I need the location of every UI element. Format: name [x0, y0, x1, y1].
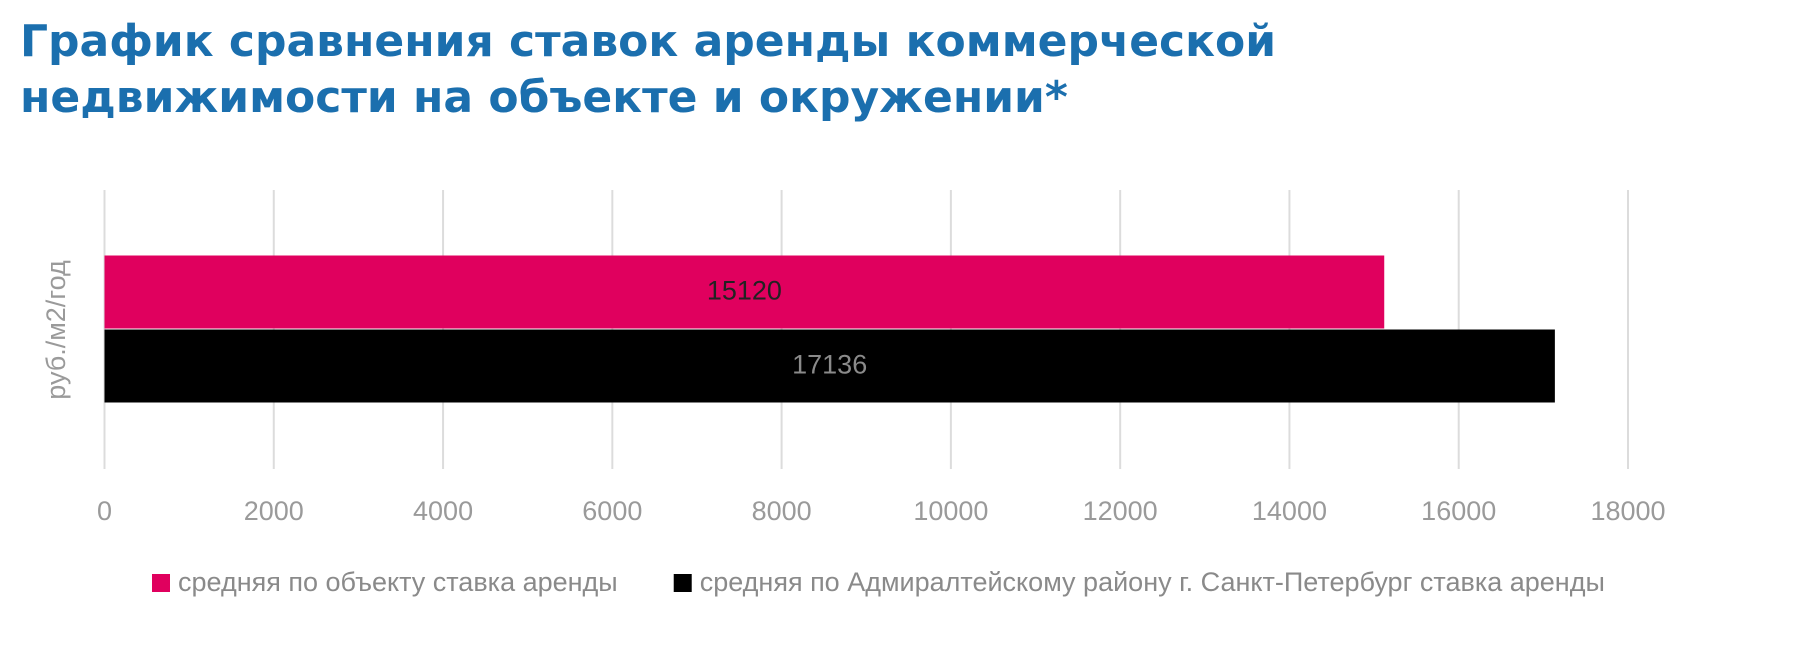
legend-swatch [673, 574, 692, 592]
x-tick-label: 0 [97, 496, 112, 526]
legend-label: средняя по Адмиралтейскому району г. Сан… [700, 567, 1605, 597]
x-tick-label: 6000 [582, 496, 642, 526]
x-tick-label: 2000 [244, 496, 304, 526]
x-tick-label: 16000 [1421, 496, 1496, 526]
data-label: 17136 [792, 350, 867, 380]
legend-swatch [152, 574, 170, 592]
legend-label: средняя по объекту ставка аренды [178, 567, 618, 597]
x-tick-label: 12000 [1083, 496, 1158, 526]
x-tick-label: 18000 [1590, 496, 1665, 526]
x-tick-label: 14000 [1252, 496, 1327, 526]
bar [104, 329, 1555, 403]
chart-title: График сравнения ставок аренды коммерчес… [20, 16, 1277, 123]
x-tick-label: 8000 [752, 496, 812, 526]
bar [104, 255, 1385, 329]
y-axis-label: руб./м2/год [41, 260, 71, 400]
x-tick-label: 4000 [413, 496, 473, 526]
data-label: 15120 [707, 276, 782, 306]
x-tick-label: 10000 [913, 496, 988, 526]
